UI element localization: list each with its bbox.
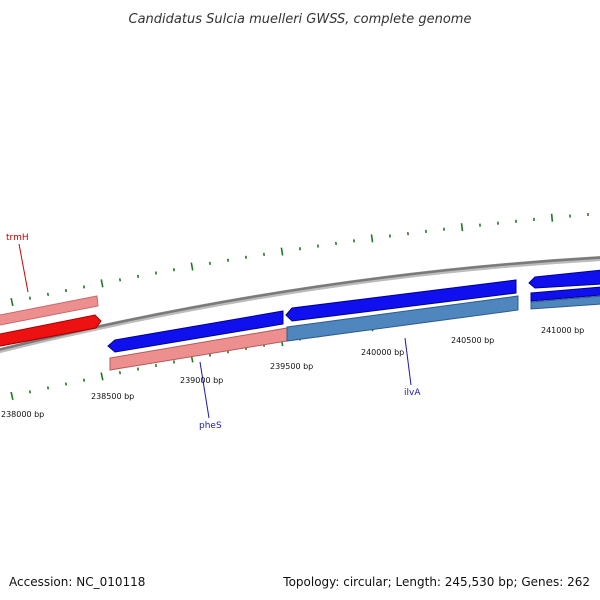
gene-forward-4[interactable] (530, 286, 600, 302)
minor-tick (28, 390, 32, 394)
position-label-239500: 239500 bp (270, 362, 313, 371)
position-label-241000: 241000 bp (541, 326, 584, 335)
major-tick (550, 213, 554, 222)
topology-text: Topology: circular; Length: 245,530 bp; … (282, 575, 590, 589)
position-label-239000: 239000 bp (180, 376, 223, 385)
major-tick (460, 223, 464, 232)
minor-tick (82, 285, 86, 289)
accession-text: Accession: NC_010118 (9, 575, 145, 589)
gene-trmH[interactable] (0, 314, 102, 347)
gene-label-trmH: trmH (6, 233, 29, 243)
major-tick (190, 262, 194, 271)
gene-forward-2[interactable] (285, 279, 517, 322)
major-tick (100, 279, 104, 288)
minor-tick (46, 292, 50, 296)
major-tick (280, 247, 284, 256)
position-label-240000: 240000 bp (361, 348, 404, 357)
position-label-238000: 238000 bp (1, 410, 44, 419)
gene-reverse-left[interactable] (0, 295, 99, 326)
minor-tick (82, 378, 86, 382)
minor-tick (226, 258, 230, 262)
minor-tick (118, 278, 122, 282)
major-tick (10, 297, 14, 307)
minor-tick (154, 271, 158, 275)
ilvA-leader-line (404, 337, 412, 386)
minor-tick (208, 261, 212, 265)
minor-tick (28, 296, 32, 300)
tick-marks-upper (10, 212, 589, 307)
gene-label-pheS: pheS (199, 421, 222, 431)
minor-tick (136, 367, 140, 371)
gene-ilvA[interactable] (286, 295, 519, 342)
trmH-leader-line (18, 243, 29, 293)
gene-reverse-right[interactable] (530, 295, 600, 310)
minor-tick (154, 363, 158, 368)
position-label-240500: 240500 bp (451, 336, 494, 345)
minor-tick (136, 274, 140, 278)
gene-label-ilvA: ilvA (404, 388, 421, 398)
gene-forward-3[interactable] (528, 269, 600, 289)
minor-tick (172, 268, 176, 272)
minor-tick (46, 386, 50, 390)
pheS-leader-line (199, 361, 210, 419)
minor-tick (172, 360, 176, 364)
gene-forward-1[interactable] (107, 310, 284, 353)
map-title: Candidatus Sulcia muelleri GWSS, complet… (129, 12, 472, 27)
major-tick (100, 372, 104, 381)
minor-tick (64, 288, 68, 293)
position-label-238500: 238500 bp (91, 392, 134, 401)
minor-tick (118, 371, 122, 375)
minor-tick (64, 382, 68, 386)
major-tick (10, 391, 14, 400)
major-tick (370, 234, 374, 243)
